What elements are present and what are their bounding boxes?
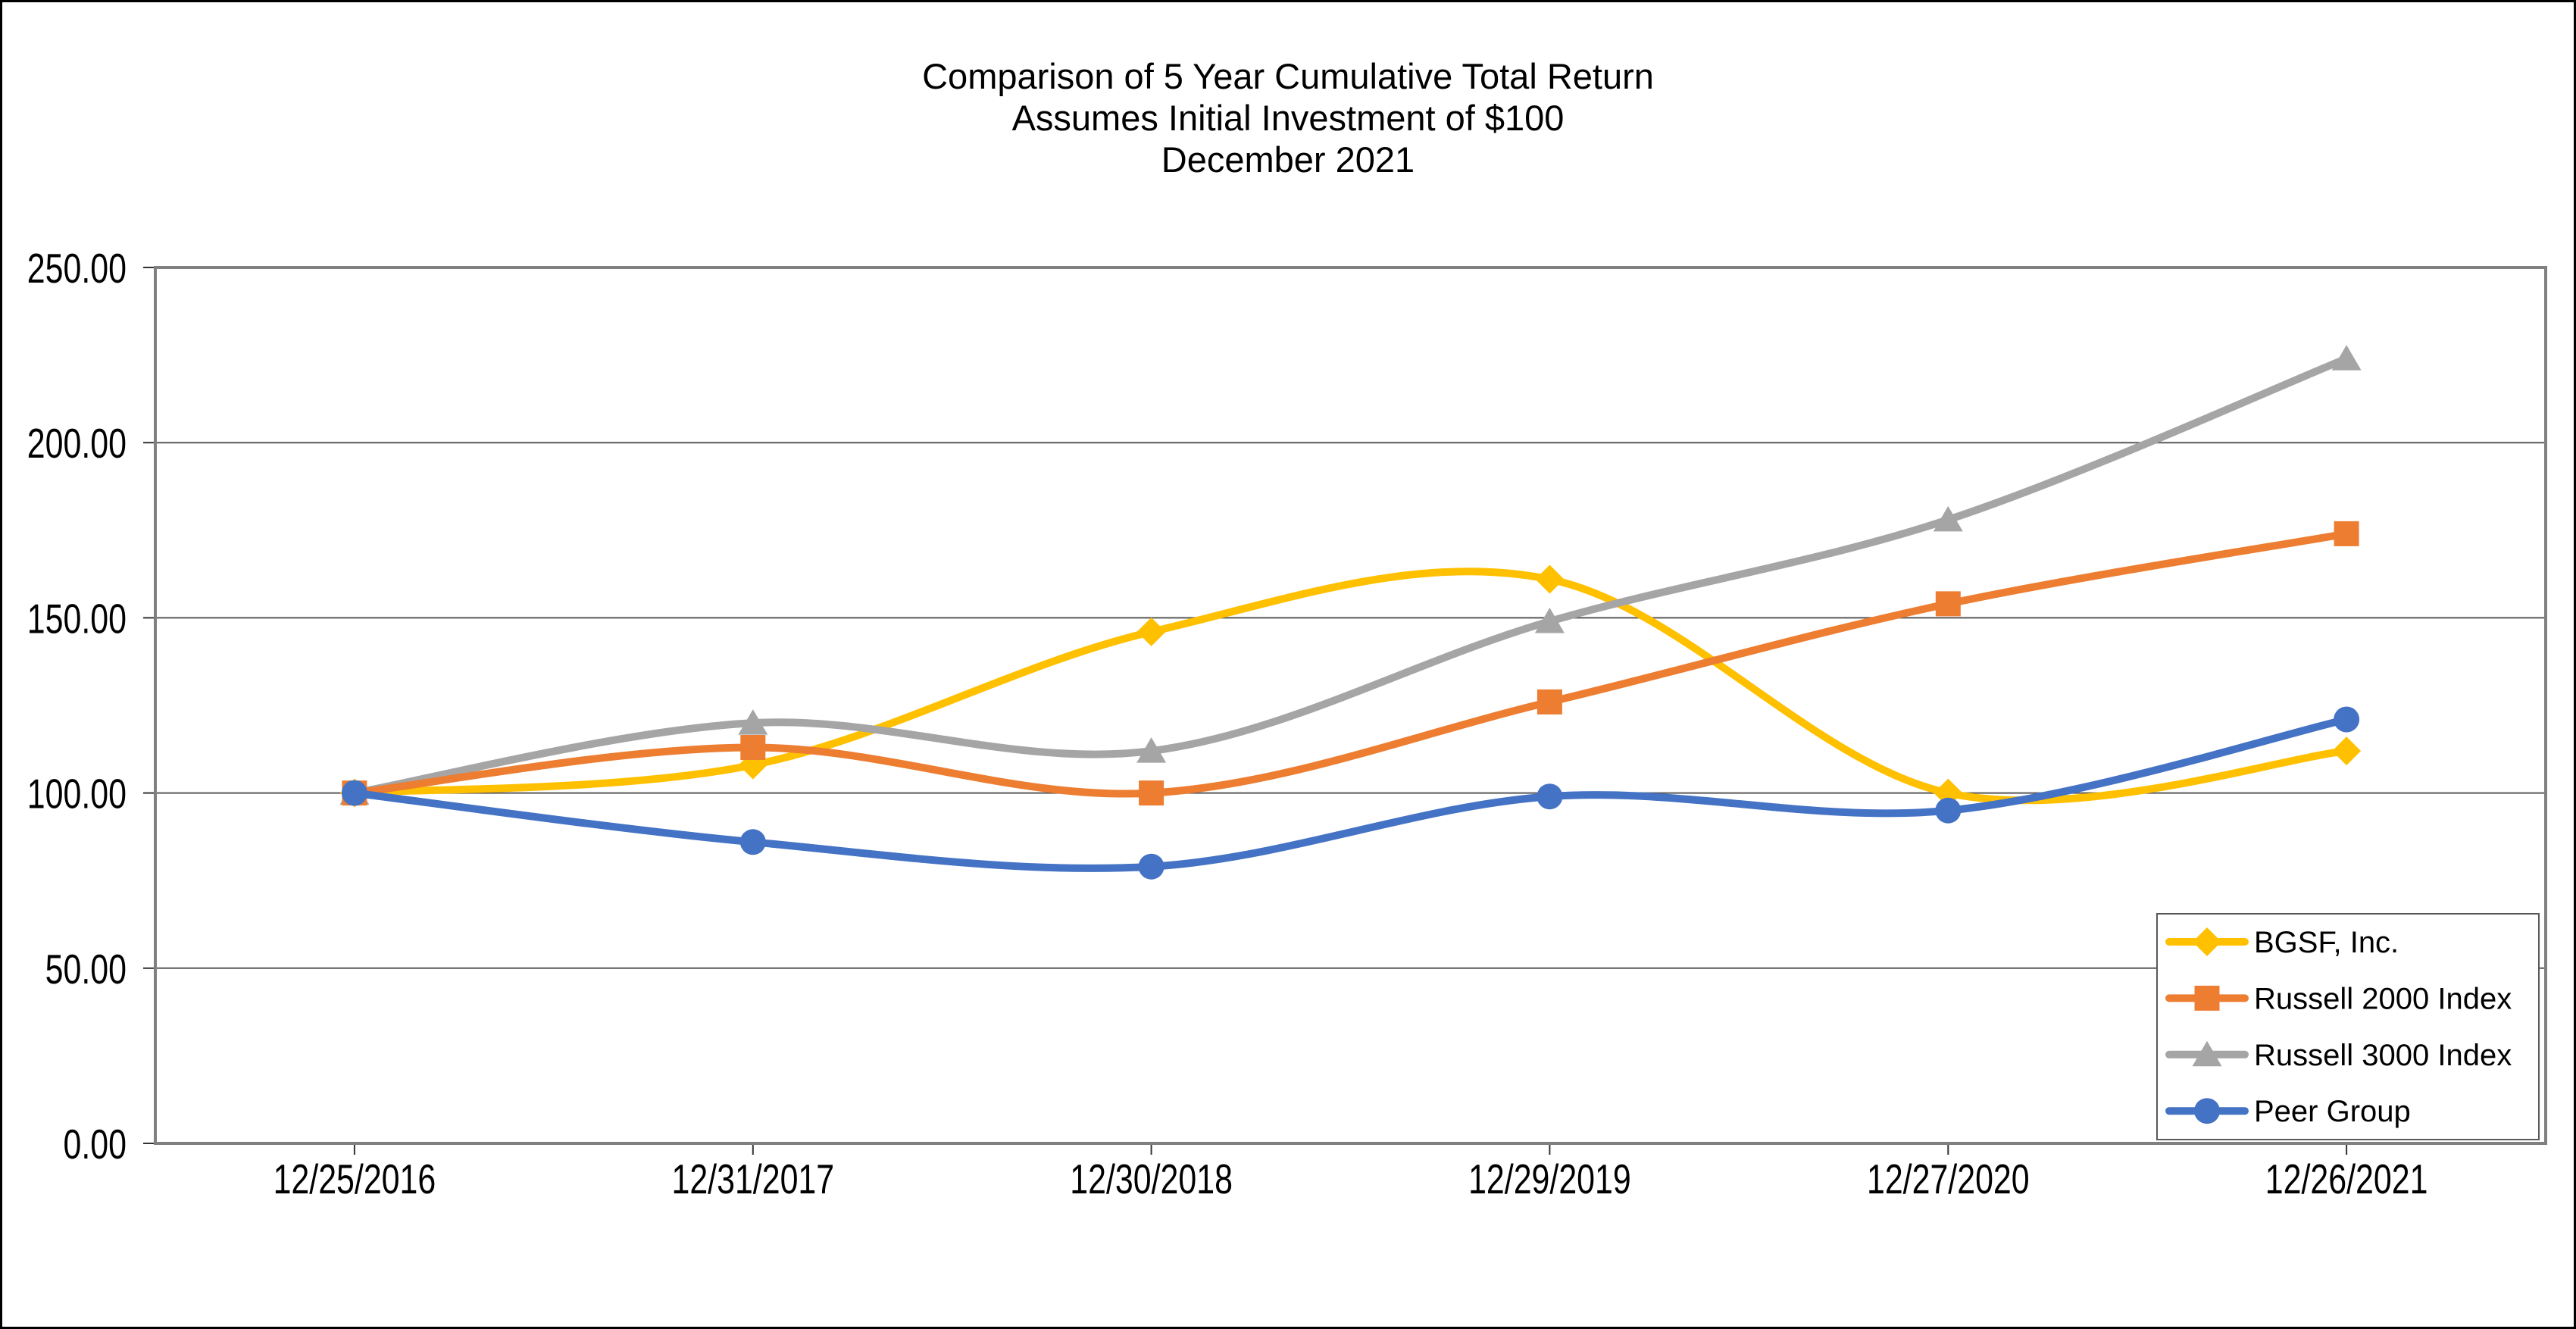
series-marker-russell-3000-index-2 <box>1136 737 1167 763</box>
chart-title: Comparison of 5 Year Cumulative Total Re… <box>2 55 2574 180</box>
series-marker-peer-group-2 <box>1138 853 1165 880</box>
series-marker-bgsf-inc-2 <box>1136 617 1166 646</box>
y-axis-label-0: 0.00 <box>64 1121 127 1168</box>
legend-box <box>2156 913 2540 1140</box>
series-marker-russell-3000-index-1 <box>738 709 768 735</box>
chart-title-line1: Comparison of 5 Year Cumulative Total Re… <box>922 56 1654 96</box>
x-axis-label-12-29-2019: 12/29/2019 <box>1468 1156 1631 1202</box>
series-marker-peer-group-3 <box>1537 783 1563 810</box>
series-marker-peer-group-4 <box>1935 797 1962 824</box>
series-marker-peer-group-5 <box>2334 706 2360 733</box>
legend-triangle-icon <box>2192 1040 2222 1067</box>
series-marker-russell-3000-index-4 <box>1933 505 1963 532</box>
legend-diamond-icon <box>2193 927 2221 956</box>
series-marker-bgsf-inc-5 <box>2332 736 2362 766</box>
series-line-peer-group <box>350 715 2351 872</box>
plot-border <box>154 266 2547 1145</box>
y-axis-label-50: 50.00 <box>45 946 127 993</box>
y-axis-label-250: 250.00 <box>27 245 127 292</box>
legend-label-peer-group: Peer Group <box>2254 1095 2411 1128</box>
x-axis-label-12-31-2017: 12/31/2017 <box>671 1156 834 1202</box>
x-axis-label-12-27-2020: 12/27/2020 <box>1867 1156 2030 1202</box>
series-marker-russell-2000-index-3 <box>1537 689 1562 715</box>
y-axis-label-150: 150.00 <box>27 596 127 642</box>
series-line-bgsf-inc <box>350 568 2351 805</box>
series-marker-russell-2000-index-5 <box>2334 521 2359 546</box>
chart-title-line2: Assumes Initial Investment of $100 <box>1011 98 1565 138</box>
series-marker-russell-3000-index-3 <box>1534 608 1565 633</box>
x-axis-label-12-25-2016: 12/25/2016 <box>274 1156 436 1202</box>
series-marker-bgsf-inc-3 <box>1535 564 1565 594</box>
chart-title-line3: December 2021 <box>1161 139 1415 180</box>
series-line-russell-3000-index <box>350 355 2351 797</box>
x-axis-label-12-26-2021: 12/26/2021 <box>2265 1156 2428 1202</box>
x-axis-label-12-30-2018: 12/30/2018 <box>1070 1156 1233 1202</box>
series-marker-peer-group-0 <box>341 780 367 806</box>
y-axis-label-100: 100.00 <box>27 771 127 818</box>
series-marker-russell-2000-index-2 <box>1139 780 1165 806</box>
legend-label-russell-3000-index: Russell 3000 Index <box>2254 1039 2512 1072</box>
legend-square-icon <box>2194 985 2220 1011</box>
legend-circle-icon <box>2194 1098 2220 1124</box>
legend-label-bgsf-inc: BGSF, Inc. <box>2254 926 2399 959</box>
y-axis-label-200: 200.00 <box>27 421 127 467</box>
series-line-russell-2000-index <box>350 530 2351 798</box>
legend-label-russell-2000-index: Russell 2000 Index <box>2254 982 2512 1015</box>
series-marker-russell-2000-index-4 <box>1935 591 1961 617</box>
series-marker-peer-group-1 <box>739 829 766 855</box>
series-marker-russell-2000-index-1 <box>740 735 766 760</box>
series-marker-russell-3000-index-5 <box>2331 345 2362 371</box>
